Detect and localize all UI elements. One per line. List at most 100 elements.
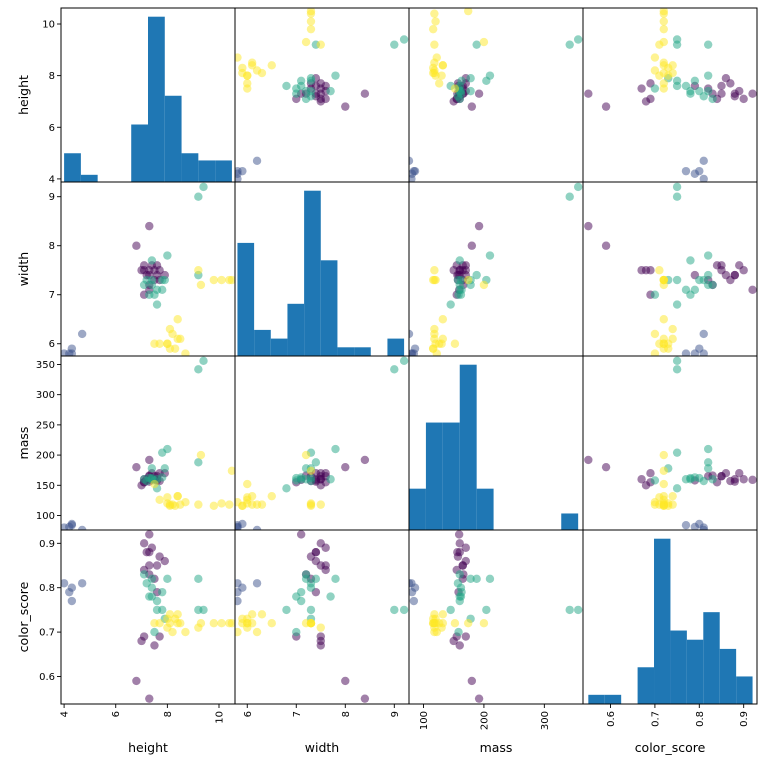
scatter-point-group-1-15: [458, 561, 467, 570]
scatter-point-group-1-4: [467, 676, 477, 686]
scatter-point-group-1-17: [637, 475, 646, 484]
scatter-point-group-3-2: [703, 458, 713, 467]
scatter-point-group-3-14: [306, 579, 316, 588]
scatter-point-group-2-2: [235, 596, 242, 606]
x-tick-label-mass-0: 100: [419, 711, 430, 730]
scatter-point-group-3-0: [672, 365, 682, 374]
histogram-bar-color_score-6: [686, 639, 704, 704]
scatter-point-group-1-14: [360, 89, 370, 98]
scatter-point-group-4-17: [173, 334, 182, 344]
scatter-point-group-2-4: [235, 169, 242, 178]
scatter-point-group-4-5: [196, 450, 206, 460]
scatter-point-group-3-1: [672, 182, 682, 192]
scatter-point-group-1-2: [461, 543, 470, 552]
scatter-point-group-3-8: [292, 627, 301, 637]
scatter-point-group-4-15: [435, 79, 444, 88]
scatter-point-group-4-10: [438, 315, 448, 324]
scatter-point-group-1-14: [145, 694, 154, 703]
scatter-point-group-1-4: [132, 676, 141, 686]
scatter-point-group-1-4: [467, 241, 477, 250]
x-axis-label-mass: mass: [480, 740, 513, 755]
scatter-point-group-3-3: [163, 251, 172, 260]
scatter-point-group-4-10: [659, 315, 668, 324]
scatter-point-group-3-4: [482, 605, 491, 615]
y-tick-label-width-0: 6: [49, 339, 55, 350]
y-tick-label-width-3: 9: [49, 192, 55, 203]
scatter-point-group-4-4: [306, 466, 316, 475]
scatter-point-group-4-12: [150, 479, 159, 489]
scatter-point-group-1-2: [735, 261, 744, 270]
y-tick-label-color_score-2: 0.8: [39, 583, 55, 594]
scatter-point-group-1-9: [316, 97, 325, 106]
panel-height-vs-color_score: [584, 8, 757, 182]
y-axis-label-mass: mass: [16, 427, 31, 460]
y-axis-label-height: height: [16, 75, 31, 115]
x-tick-label-height-3: 10: [214, 711, 225, 724]
scatter-point-group-3-11: [160, 464, 169, 473]
ticks-layer: 4 6 8 10 6 7 8 9 100 150 200 250 300 350 0.6 0.7 0.8 0.9 4…: [36, 20, 750, 731]
scatter-point-group-4-4: [306, 8, 316, 16]
scatter-point-group-1-18: [726, 79, 735, 88]
x-tick-label-color_score-0: 0.6: [606, 711, 617, 727]
histogram-bar-width-9: [387, 338, 405, 356]
histogram-bar-height-0: [64, 153, 81, 182]
panel-mass-vs-width: [235, 356, 409, 530]
scatter-point-group-3-11: [306, 74, 316, 83]
scatter-point-group-1-17: [637, 266, 646, 275]
panel-height-vs-height: [64, 16, 232, 182]
scatter-point-group-3-1: [199, 182, 208, 192]
scatter-point-group-1-17: [316, 475, 325, 484]
scatter-point-group-4-14: [238, 63, 247, 73]
scatter-point-group-4-14: [428, 614, 438, 623]
scatter-point-group-3-3: [331, 71, 340, 80]
scatter-point-group-3-0: [565, 605, 574, 615]
scatter-point-group-3-2: [472, 574, 481, 584]
scatter-point-group-1-0: [739, 475, 748, 484]
scatter-point-group-3-10: [282, 605, 291, 615]
scatter-point-group-3-13: [457, 76, 466, 86]
histogram-bar-color_score-4: [654, 538, 671, 704]
scatter-point-group-4-16: [181, 498, 190, 507]
scatter-point-group-4-5: [196, 619, 206, 628]
scatter-point-group-3-8: [650, 290, 660, 299]
scatter-point-group-4-12: [450, 619, 460, 628]
histogram-bar-mass-9: [561, 513, 579, 530]
scatter-point-group-3-5: [703, 464, 713, 473]
scatter-point-group-4-11: [243, 71, 252, 80]
scatter-point-group-4-0: [655, 266, 664, 275]
scatter-point-group-3-10: [446, 605, 455, 615]
scatter-point-group-1-4: [341, 676, 350, 686]
scatter-point-group-3-14: [699, 476, 708, 486]
scatter-point-group-4-15: [243, 79, 252, 88]
scatter-point-group-1-17: [455, 266, 464, 275]
scatter-point-group-4-9: [257, 610, 267, 619]
scatter-point-group-1-4: [341, 102, 350, 111]
scatter-point-group-3-5: [466, 574, 475, 584]
scatter-point-group-3-1: [399, 356, 409, 366]
scatter-point-group-1-15: [321, 561, 330, 570]
scatter-point-group-1-6: [145, 530, 154, 539]
scatter-point-group-4-15: [155, 339, 164, 348]
scatter-point-group-2-2: [681, 166, 691, 176]
scatter-point-group-4-16: [432, 53, 441, 62]
scatter-point-group-1-6: [748, 89, 757, 98]
scatter-point-group-4-1: [209, 275, 219, 285]
scatter-point-group-4-12: [243, 479, 252, 489]
scatter-point-group-2-2: [681, 349, 691, 356]
scatter-point-group-4-5: [479, 619, 489, 628]
scatter-point-group-4-13: [168, 627, 177, 637]
scatter-point-group-4-5: [659, 280, 668, 290]
histogram-bar-color_score-8: [719, 648, 737, 704]
scatter-point-group-1-17: [637, 84, 646, 93]
scatter-point-group-4-5: [659, 450, 668, 460]
scatter-point-group-4-4: [464, 8, 473, 16]
scatter-point-group-4-5: [479, 280, 489, 290]
histogram-bar-width-6: [337, 347, 355, 356]
scatter-point-group-3-1: [573, 605, 583, 615]
panel-color_score-vs-mass: [409, 530, 583, 703]
scatter-point-group-1-13: [646, 94, 655, 104]
scatter-point-group-1-15: [152, 561, 162, 570]
scatter-point-group-4-0: [316, 500, 325, 509]
scatter-point-group-3-8: [150, 627, 159, 637]
